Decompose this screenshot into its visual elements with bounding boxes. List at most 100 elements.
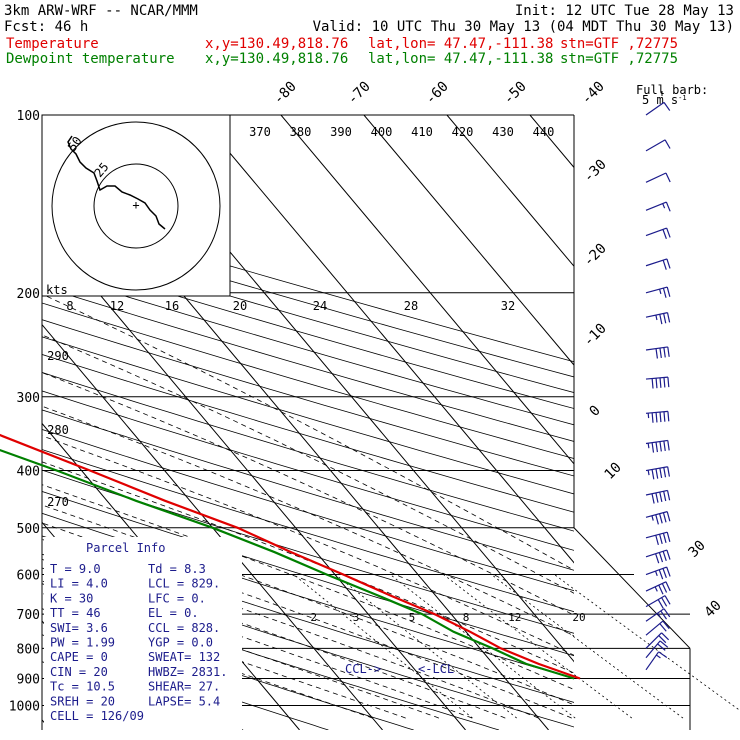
hodograph: + 25 50 kts [41, 114, 231, 297]
wind-barb-flag [666, 531, 671, 542]
wind-barb-flag [666, 286, 671, 297]
wind-barb [645, 651, 668, 671]
wind-barb [645, 346, 670, 359]
mixing-ratio-labels: 2 3 5 8 12 20 [310, 611, 585, 624]
hodograph-ring [93, 163, 179, 249]
wind-barb-flag [658, 584, 664, 595]
mixing-ratio-label: 12 [508, 611, 521, 624]
isotherm-line [446, 115, 574, 268]
wind-barb-flag [655, 535, 659, 546]
wind-barb-half-flag [651, 515, 654, 521]
wind-barb-flag [659, 314, 663, 325]
wind-barb [645, 511, 671, 525]
wind-barb-flag [663, 440, 666, 452]
parcel-info-left: TT = 46 [50, 606, 101, 620]
parcel-info-left: CAPE = 0 [50, 650, 108, 664]
wind-barb [645, 640, 669, 659]
model-title: 3km ARW-WRF -- NCAR/MMM [4, 3, 198, 19]
dry-adiabat-line [42, 336, 574, 495]
parcel-info-left: K = 30 [50, 591, 93, 605]
wind-barb-flag [666, 258, 671, 269]
ccl-annotation: CCL-> [345, 662, 381, 676]
wind-barb-flag [655, 378, 658, 389]
dry-adiabat-line [42, 270, 574, 426]
dewpoint-line [0, 448, 575, 680]
wind-barb-flag [659, 513, 663, 524]
wind-barb-flag [667, 377, 670, 388]
wind-barb-flag [655, 514, 659, 525]
wind-barb-flag [663, 411, 666, 422]
parcel-info-right: LAPSE= 5.4 [148, 694, 220, 708]
wind-barb-flag [663, 377, 666, 388]
parcel-info-title: Parcel Info [86, 541, 165, 555]
theta-label: 400 [371, 125, 393, 139]
parcel-info-left: SWI= 3.6 [50, 621, 108, 635]
mixing-ratio-line [443, 574, 633, 719]
hodograph-ring [51, 121, 221, 291]
theta-label: 420 [452, 125, 474, 139]
wind-barb-flag [658, 552, 664, 563]
wind-barb-half-flag [655, 314, 658, 321]
theta-e-label: 280 [47, 423, 69, 437]
wind-barb-flag [661, 583, 668, 593]
wind-barb-flag [665, 172, 671, 183]
wind-barb-staff [645, 489, 668, 496]
wind-barb-flag [657, 643, 666, 651]
pressure-label: 1000 [9, 700, 40, 715]
parcel-info-right: Td = 8.3 [148, 562, 206, 576]
wind-barb-flag [664, 139, 671, 149]
hodograph-unit-label: kts [46, 283, 68, 297]
wind-barb-flag [666, 566, 671, 577]
wind-barb-half-flag [657, 612, 661, 618]
wind-barb [645, 312, 671, 325]
wind-barb-staff [645, 632, 662, 649]
parcel-info-left: CIN = 20 [50, 665, 108, 679]
wind-barb-flag [662, 229, 667, 239]
wind-barb-flag [659, 468, 663, 479]
wind-barb-flag [667, 466, 670, 477]
isotherm-line [42, 225, 466, 730]
wind-barb-flag [666, 549, 671, 560]
theta-e-label: 290 [47, 349, 69, 363]
wind-barb-flag [659, 441, 662, 452]
moist-adiabat-line [42, 293, 574, 571]
wind-barb-half-flag [662, 203, 666, 209]
wind-barb-flag [651, 469, 655, 480]
wind-barb-half-flag [659, 288, 662, 295]
hodograph-trace [67, 135, 166, 230]
wind-barb [645, 595, 671, 609]
wind-barb-flag [651, 493, 655, 504]
wind-barb-flag [662, 287, 667, 298]
wind-barb-flag [655, 348, 659, 359]
moist-adiabat-line [42, 504, 574, 706]
wind-barb-half-flag [647, 443, 650, 449]
wind-barb-staff [645, 549, 668, 558]
wind-barb-flag [666, 511, 671, 522]
hodograph-speed-label: 8 [66, 299, 73, 313]
pressure-label: 500 [17, 522, 40, 537]
wind-barb-staff [645, 286, 668, 294]
wind-barb [645, 227, 671, 239]
parcel-info-left: PW = 1.99 [50, 636, 115, 650]
wind-barb-flag [655, 492, 659, 503]
init-time: Init: 12 UTC Tue 28 May 13 [515, 3, 734, 19]
theta-e-label: 270 [47, 495, 69, 509]
wind-barb-flag [662, 568, 667, 578]
dewpoint-legend: Dewpoint temperature [6, 51, 175, 67]
wind-barb-flag [666, 490, 671, 501]
pressure-label: 800 [17, 642, 40, 657]
hodograph-speed-labels: 8 12 16 20 24 28 32 [66, 299, 515, 313]
wind-barb-staff [645, 410, 668, 414]
dry-adiabat-line [42, 608, 414, 730]
lcl-annotation: <-LCL [418, 662, 454, 676]
wind-barb-staff [645, 566, 667, 576]
mixing-ratio-label: 20 [572, 611, 585, 624]
theta-label: 440 [533, 125, 555, 139]
wind-barb-flag [658, 651, 668, 659]
theta-label: 430 [492, 125, 514, 139]
wind-barb-staff [645, 595, 666, 608]
wind-barb [645, 258, 671, 270]
parcel-info-box: Parcel Info T = 9.0 Td = 8.3 LI = 4.0 LCL =… [44, 537, 242, 730]
wind-barb-flag [663, 608, 671, 618]
